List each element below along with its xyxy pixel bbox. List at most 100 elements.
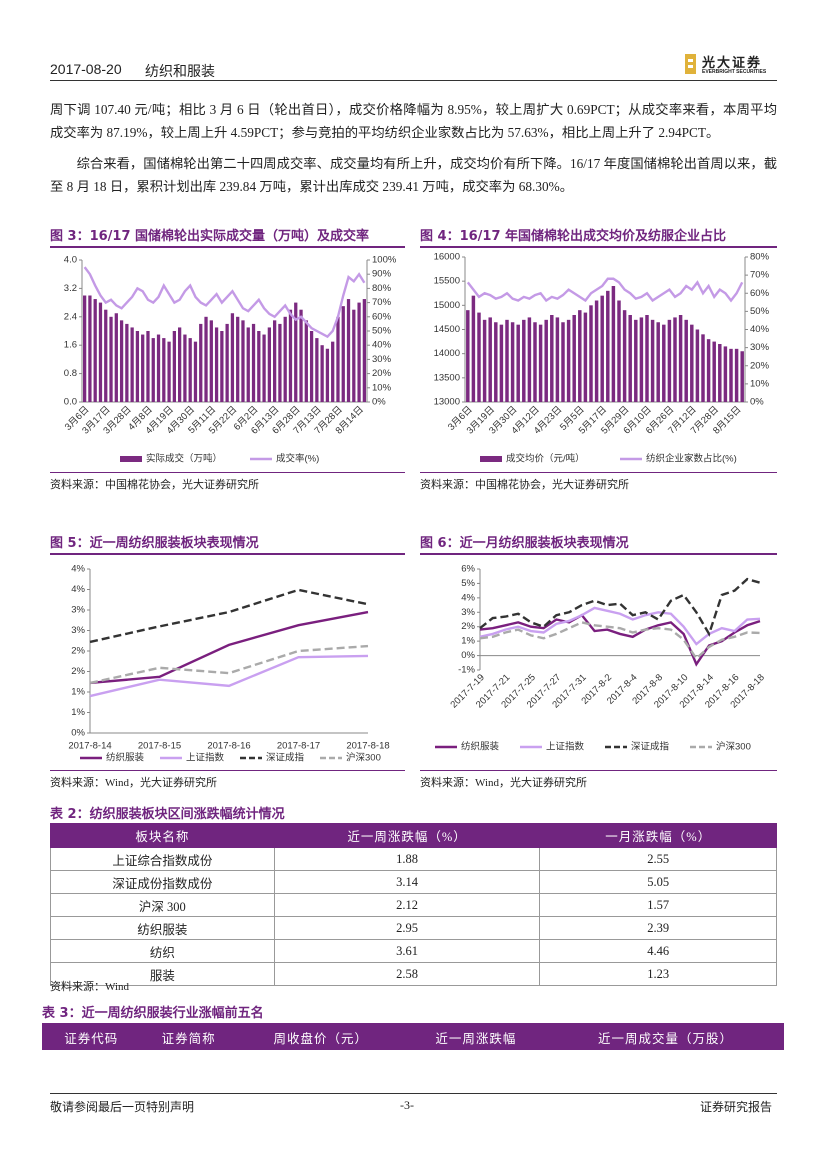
y-tick-label: 0%: [71, 728, 85, 739]
chart: 13000 13500 14000 14500 15000 15500 16000 0% 10%…: [434, 252, 770, 465]
logo-icon: [685, 54, 696, 74]
bar: [555, 317, 560, 402]
bar: [125, 323, 129, 402]
figure-source: 资料来源：Wind，光大证券研究所: [420, 770, 777, 790]
bar: [320, 345, 324, 402]
bar: [114, 313, 118, 402]
column-header: 近一周成交量（万股）: [547, 1025, 784, 1050]
bar: [572, 315, 576, 402]
bar: [684, 319, 688, 402]
y-tick-label: 3%: [461, 607, 475, 618]
x-tick-label: 2017-8-17: [277, 741, 320, 752]
bar: [230, 313, 235, 402]
y-tick-label: 4%: [71, 564, 85, 575]
column-header: 一月涨跌幅（%）: [539, 823, 777, 848]
column-header: 周收盘价（元）: [236, 1025, 405, 1050]
bar: [193, 341, 198, 402]
logo-en: EVERBRIGHT SECURITIES: [702, 69, 767, 75]
legend-label: 纺织服装: [106, 752, 145, 764]
bar: [516, 324, 520, 402]
bar: [130, 327, 134, 402]
bar: [162, 338, 166, 402]
table-cell: 2.39: [539, 916, 777, 940]
table-row: 服装 2.58 1.23: [50, 962, 777, 986]
bar: [352, 309, 356, 402]
line: [479, 613, 761, 667]
y2-tick-label: 20%: [750, 360, 770, 371]
bar: [299, 309, 303, 402]
header-rule: [50, 80, 777, 81]
bar: [156, 334, 161, 402]
legend-label: 成交均价（元/吨）: [506, 453, 585, 465]
y-tick-label: 14500: [434, 324, 460, 335]
bar: [104, 309, 108, 402]
bar: [538, 324, 543, 402]
bar: [119, 320, 124, 402]
legend-swatch: [480, 456, 502, 462]
legend-label: 实际成交（万吨）: [146, 453, 222, 465]
bar: [93, 299, 97, 402]
y-tick-label: 0.8: [64, 368, 77, 379]
figure-title: 图 5：近一周纺织服装板块表现情况: [50, 532, 405, 555]
line: [479, 621, 761, 661]
y-tick-label: 15000: [434, 300, 460, 311]
y-tick-label: 1%: [71, 687, 85, 698]
y2-tick-label: 70%: [750, 270, 770, 281]
paragraph: 周下调 107.40 元/吨；相比 3 月 6 日（轮出首日），成交价格降幅为 …: [50, 102, 777, 140]
y-tick-label: 4%: [461, 592, 475, 603]
table-cell: 纺织: [50, 939, 275, 963]
table-header: 板块名称 近一周涨跌幅（%） 一月涨跌幅（%）: [50, 823, 777, 848]
legend-label: 纺织企业家数占比(%): [646, 453, 737, 465]
y-tick-label: 13500: [434, 372, 460, 383]
bar: [701, 334, 705, 402]
legend-label: 纺织服装: [461, 741, 500, 753]
figure-title: 图 4：16/17 年国储棉轮出成交均价及纺服企业占比: [420, 225, 777, 248]
bar: [188, 338, 192, 402]
bar: [712, 341, 716, 402]
table-cell: 1.88: [273, 847, 541, 871]
header-sector: 纺织和服装: [145, 64, 215, 80]
legend-label: 沪深300: [716, 741, 751, 753]
bar: [611, 286, 616, 402]
bar: [273, 320, 277, 402]
y-tick-label: 3%: [71, 605, 85, 616]
figure-source: 资料来源：中国棉花协会，光大证券研究所: [420, 472, 777, 492]
bar: [283, 316, 287, 402]
table-cell: 5.05: [539, 870, 777, 894]
bar: [294, 302, 298, 402]
bar: [183, 334, 187, 402]
line: [479, 577, 761, 637]
bar: [600, 295, 604, 402]
bar: [650, 319, 655, 402]
header-date: 2017-08-20: [50, 61, 122, 77]
bar: [220, 331, 224, 402]
bar: [172, 331, 176, 402]
y-tick-label: 14000: [434, 348, 460, 359]
bar: [622, 310, 627, 402]
figure-title: 图 3：16/17 国储棉轮出实际成交量（万吨）及成交率: [50, 225, 405, 248]
column-header: 证券简称: [139, 1025, 238, 1050]
column-header: 近一周涨跌幅（%）: [273, 823, 541, 848]
bar: [331, 341, 335, 402]
bar: [578, 310, 582, 402]
bar: [336, 316, 340, 402]
bar: [146, 331, 150, 402]
bar: [527, 317, 532, 402]
bar: [706, 339, 711, 402]
legend-label: 深证成指: [631, 741, 670, 753]
column-header: 板块名称: [50, 823, 275, 848]
column-header: 近一周涨跌幅: [403, 1025, 549, 1050]
y-tick-label: 3.2: [64, 283, 77, 294]
bar: [346, 299, 351, 402]
legend-swatch: [120, 456, 142, 462]
bar: [628, 315, 632, 402]
y-tick-label: 6%: [461, 564, 475, 575]
table-cell: 1.57: [539, 893, 777, 917]
table-cell: 4.46: [539, 939, 777, 963]
line: [466, 277, 744, 303]
bar: [304, 320, 308, 402]
line: [83, 266, 366, 339]
bar: [241, 320, 245, 402]
table-source: 资料来源：Wind: [50, 981, 129, 993]
